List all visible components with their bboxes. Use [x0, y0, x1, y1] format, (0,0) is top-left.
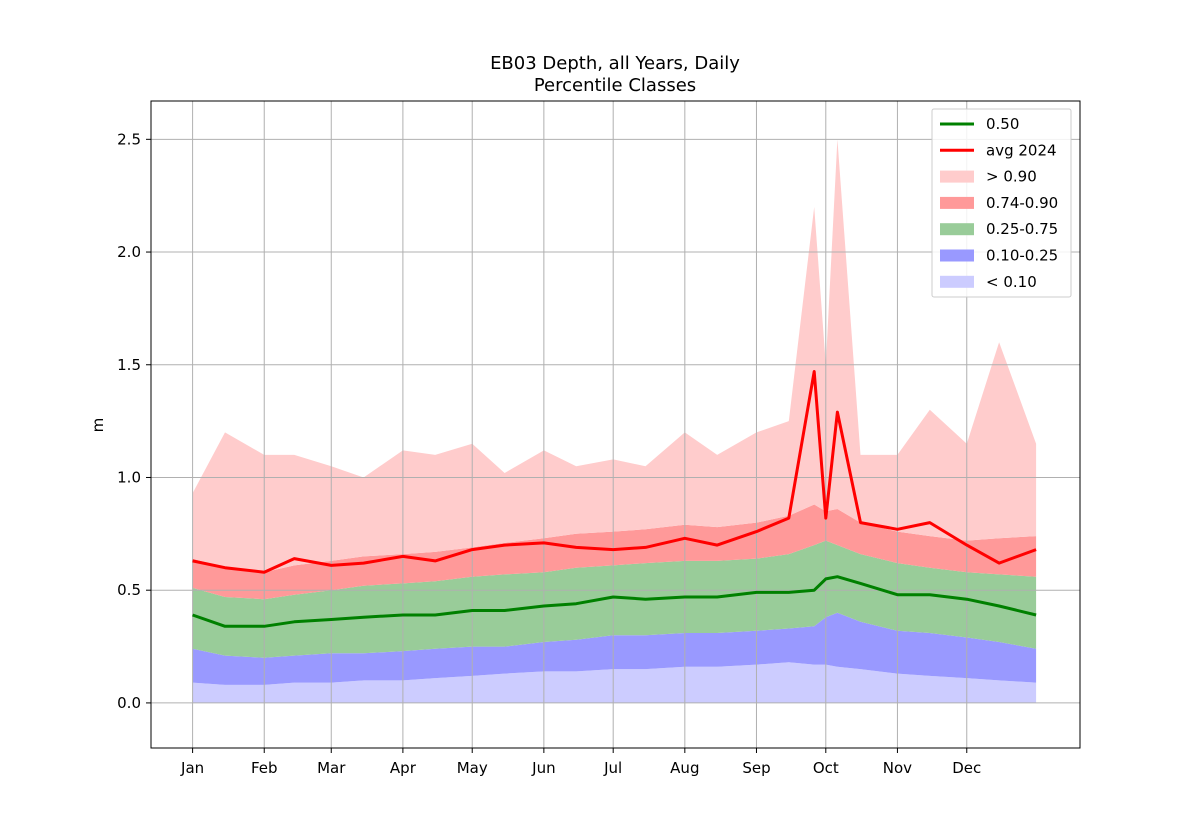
- x-tick-label: Aug: [670, 759, 699, 777]
- x-tick-label: Oct: [813, 759, 839, 777]
- x-tick-label: Jun: [531, 759, 555, 777]
- x-tick-label: Nov: [883, 759, 912, 777]
- gridlines: [151, 101, 1080, 748]
- x-tick-label: Jul: [603, 759, 622, 777]
- x-tick-label: Apr: [390, 759, 417, 777]
- y-axis-label: m: [89, 418, 107, 433]
- y-tick-label: 2.0: [117, 243, 141, 261]
- x-tick-label: May: [457, 759, 488, 777]
- legend: 0.50 avg 2024 > 0.90 0.74-0.90 0.25-0.75 0.10…: [931, 108, 1072, 298]
- x-tick-label: Sep: [742, 759, 770, 777]
- legend-label: 0.74-0.90: [986, 194, 1058, 212]
- series-line-avg-2024: [192, 370, 1037, 574]
- band-0-25-0-75: [192, 540, 1037, 658]
- band-above-0-90: [192, 139, 1037, 573]
- series-line-median: [192, 575, 1037, 628]
- y-tick-label: 0.5: [117, 581, 141, 599]
- legend-swatch-patch: [940, 249, 974, 262]
- chart-title: EB03 Depth, all Years, Daily: [490, 53, 740, 74]
- band-below-0-10: [192, 662, 1037, 703]
- legend-swatch-patch: [940, 170, 974, 183]
- legend-label: 0.10-0.25: [986, 247, 1058, 265]
- x-tick-label: Jan: [180, 759, 204, 777]
- y-tick-label: 2.5: [117, 130, 141, 148]
- y-tick-label: 1.5: [117, 356, 141, 374]
- percentile-bands: [192, 139, 1037, 703]
- x-axis-ticks: Jan Feb Mar Apr May Jun Jul Aug Sep Oct Nov Dec: [180, 748, 981, 777]
- y-tick-label: 0.0: [117, 694, 141, 712]
- legend-label: 0.25-0.75: [986, 220, 1058, 238]
- band-0-74-0-90: [192, 504, 1037, 600]
- x-tick-label: Feb: [251, 759, 278, 777]
- x-tick-label: Dec: [952, 759, 981, 777]
- legend-swatch-patch: [940, 223, 974, 236]
- y-axis-ticks: 0.0 0.5 1.0 1.5 2.0 2.5: [117, 130, 151, 712]
- legend-label: > 0.90: [986, 168, 1037, 186]
- chart-subtitle: Percentile Classes: [534, 75, 696, 96]
- y-tick-label: 1.0: [117, 468, 141, 486]
- legend-swatch-patch: [940, 196, 974, 209]
- legend-swatch-patch: [940, 275, 974, 288]
- x-tick-label: Mar: [317, 759, 346, 777]
- legend-label: < 0.10: [986, 273, 1037, 291]
- series-lines: [192, 370, 1037, 628]
- plot-frame: [150, 100, 1081, 749]
- legend-label: avg 2024: [986, 141, 1057, 159]
- band-0-10-0-25: [192, 612, 1037, 685]
- legend-label: 0.50: [986, 115, 1019, 133]
